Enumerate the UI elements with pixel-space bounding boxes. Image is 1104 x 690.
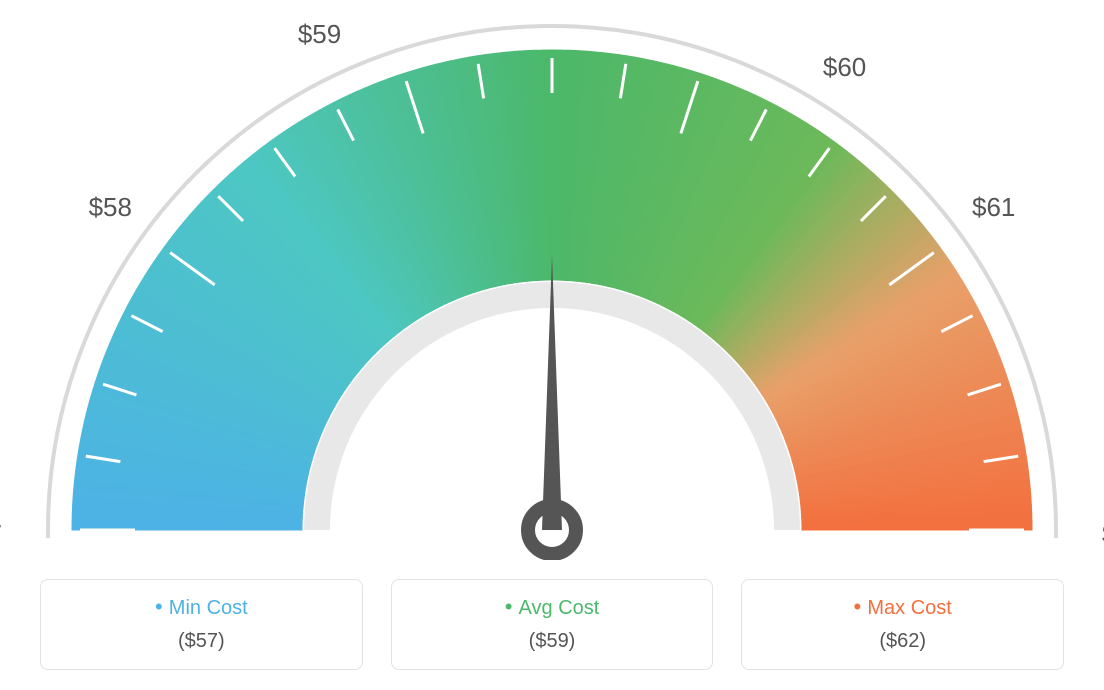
gauge-tick-label: $57 — [0, 519, 2, 549]
gauge-tick-label: $60 — [823, 52, 866, 82]
gauge-tick-label: $61 — [972, 192, 1015, 222]
legend-card-avg: Avg Cost ($59) — [391, 579, 714, 670]
legend-min-value: ($57) — [61, 630, 342, 653]
legend-row: Min Cost ($57) Avg Cost ($59) Max Cost (… — [0, 579, 1104, 670]
gauge-chart-container: $57$58$59$59$60$61$62 Min Cost ($57) Avg… — [0, 0, 1104, 690]
legend-min-title: Min Cost — [61, 594, 342, 620]
legend-max-title: Max Cost — [762, 594, 1043, 620]
legend-avg-value: ($59) — [412, 630, 693, 653]
gauge-tick-label: $58 — [89, 192, 132, 222]
legend-max-value: ($62) — [762, 630, 1043, 653]
legend-card-min: Min Cost ($57) — [40, 579, 363, 670]
legend-card-max: Max Cost ($62) — [741, 579, 1064, 670]
gauge-svg: $57$58$59$59$60$61$62 — [0, 0, 1104, 560]
gauge-tick-label: $59 — [298, 19, 341, 49]
legend-avg-title: Avg Cost — [412, 594, 693, 620]
